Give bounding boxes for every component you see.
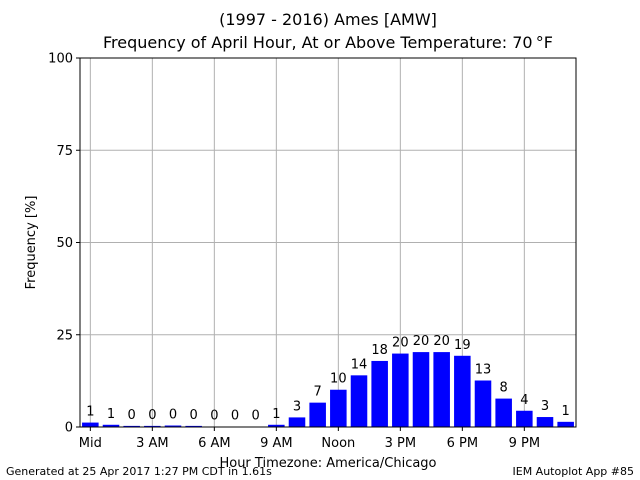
y-axis-label: Frequency [%]: [24, 196, 39, 290]
data-label: 10: [330, 372, 347, 387]
bar: [268, 424, 285, 427]
data-label: 0: [210, 409, 218, 424]
data-label: 4: [520, 393, 528, 408]
y-tick-label: 25: [56, 328, 73, 343]
y-tick-label: 0: [65, 421, 73, 436]
data-label: 19: [454, 338, 471, 353]
data-label: 0: [128, 408, 136, 423]
bar: [474, 380, 492, 427]
data-label: 1: [272, 407, 280, 422]
footer-app: IEM Autoplot App #85: [513, 465, 635, 478]
x-tick-label: Mid: [79, 436, 102, 451]
data-label: 7: [314, 385, 322, 400]
bar: [371, 360, 388, 427]
bar: [330, 389, 347, 427]
chart-title: (1997 - 2016) Ames [AMW]: [219, 10, 437, 29]
bar: [164, 425, 182, 427]
y-axis: 0 25 50 75 100: [48, 52, 80, 436]
bars: [82, 352, 574, 427]
x-tick-label: 6 AM: [198, 436, 231, 451]
x-tick-label: 3 AM: [136, 436, 169, 451]
x-axis: Mid 3 AM 6 AM 9 AM Noon 3 PM 6 PM 9 PM: [79, 427, 540, 451]
x-tick-label: 3 PM: [385, 436, 416, 451]
bar: [350, 375, 368, 427]
data-label: 0: [252, 409, 260, 424]
y-tick-label: 75: [56, 144, 73, 159]
data-label: 1: [86, 405, 94, 420]
bar: [102, 424, 120, 427]
data-label: 14: [351, 357, 368, 372]
data-label: 18: [371, 343, 388, 358]
data-label: 20: [392, 336, 409, 351]
data-label: 1: [107, 407, 115, 422]
grid: [80, 57, 576, 428]
data-label: 0: [148, 408, 156, 423]
bar: [288, 417, 306, 427]
bar: [144, 425, 161, 427]
data-label: 8: [500, 381, 508, 396]
x-tick-label: 9 AM: [260, 436, 293, 451]
bar: [536, 417, 554, 427]
bar: [454, 355, 471, 427]
data-label: 0: [190, 408, 198, 423]
y-tick-label: 100: [48, 52, 73, 67]
footer-generated: Generated at 25 Apr 2017 1:27 PM CDT in …: [6, 465, 272, 478]
y-tick-label: 50: [56, 236, 73, 251]
bar: [82, 422, 99, 427]
data-label: 3: [293, 399, 301, 414]
data-label: 3: [541, 399, 549, 414]
data-label: 13: [475, 363, 492, 378]
bar: [309, 402, 326, 427]
bar: [123, 425, 140, 427]
data-label: 0: [169, 408, 177, 423]
data-label: 1: [562, 404, 570, 419]
bar: [185, 425, 202, 427]
chart-subtitle: Frequency of April Hour, At or Above Tem…: [103, 33, 553, 52]
data-label: 0: [231, 409, 239, 424]
bar: [433, 352, 450, 427]
x-axis-label: Hour Timezone: America/Chicago: [219, 456, 436, 471]
bar: [557, 421, 574, 427]
bar: [516, 410, 533, 427]
bar: [495, 398, 512, 427]
data-label: 20: [433, 334, 450, 349]
bar: [412, 352, 430, 427]
x-tick-label: 9 PM: [509, 436, 540, 451]
x-tick-label: 6 PM: [447, 436, 478, 451]
x-tick-label: Noon: [321, 436, 355, 451]
data-label: 20: [413, 334, 430, 349]
bar: [392, 353, 409, 427]
